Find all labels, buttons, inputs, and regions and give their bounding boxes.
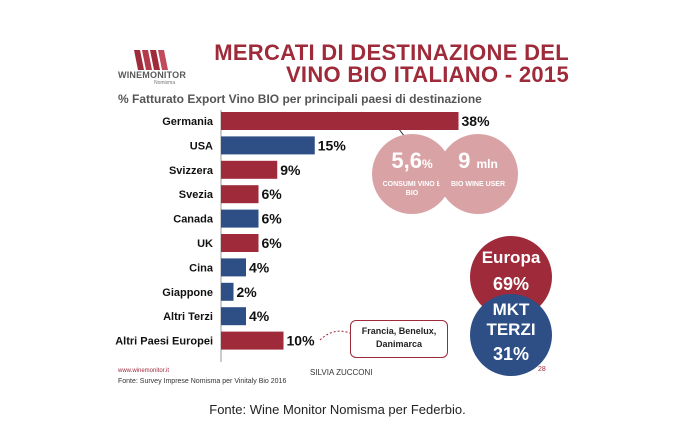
category-label: Altri Terzi <box>163 311 213 323</box>
category-label: Cina <box>189 262 214 274</box>
europa-value: 69% <box>470 274 552 295</box>
bar-8 <box>221 307 246 325</box>
bar-1 <box>221 136 315 154</box>
bar-3 <box>221 185 259 203</box>
mkt-terzi-title-line1: MKT <box>470 300 552 320</box>
mkt-terzi-value: 31% <box>470 344 552 365</box>
website-link[interactable]: www.winemonitor.it <box>118 368 169 374</box>
value-label: 6% <box>262 235 283 251</box>
mkt-terzi-share-bubble: MKT TERZI 31% <box>470 294 552 376</box>
bio-wine-user-label: BIO WINE USER <box>444 180 512 189</box>
category-label: Svezia <box>179 189 214 201</box>
bar-4 <box>221 210 259 228</box>
bio-wine-user-bubble: 9 mln BIO WINE USER <box>438 134 518 214</box>
bio-wine-user-value: 9 <box>458 148 470 173</box>
survey-source: Fonte: Survey Imprese Nomisma per Vinita… <box>118 378 286 385</box>
value-label: 6% <box>262 186 283 202</box>
value-label: 6% <box>262 211 283 227</box>
category-label: UK <box>197 238 213 250</box>
altri-paesi-callout: Francia, Benelux, Danimarca <box>350 320 448 358</box>
page-number: 28 <box>538 366 546 373</box>
value-label: 4% <box>249 308 270 324</box>
callout-connector <box>320 331 352 340</box>
value-label: 2% <box>237 284 258 300</box>
bar-5 <box>221 234 259 252</box>
category-label: Giappone <box>162 287 213 299</box>
category-label: Svizzera <box>169 165 214 177</box>
category-label: Germania <box>162 116 214 128</box>
consumi-bio-label: CONSUMI VINO È BIO <box>378 180 446 198</box>
bar-7 <box>221 283 234 301</box>
consumi-bio-unit: % <box>422 157 433 171</box>
image-caption: Fonte: Wine Monitor Nomisma per Federbio… <box>0 402 675 417</box>
europa-title: Europa <box>470 248 552 268</box>
presenter-name: SILVIA ZUCCONI <box>310 368 373 377</box>
value-label: 38% <box>462 113 491 129</box>
bar-6 <box>221 258 246 276</box>
callout-line2: Danimarca <box>351 338 447 351</box>
bio-wine-user-unit: mln <box>477 157 498 171</box>
category-label: Canada <box>173 214 214 226</box>
value-label: 10% <box>287 333 316 349</box>
bar-2 <box>221 161 277 179</box>
category-label: USA <box>190 140 213 152</box>
callout-line1: Francia, Benelux, <box>351 325 447 338</box>
bar-9 <box>221 332 284 350</box>
consumi-bio-value: 5,6 <box>391 148 422 173</box>
bar-0 <box>221 112 459 130</box>
value-label: 4% <box>249 259 270 275</box>
category-label: Altri Paesi Europei <box>115 336 213 348</box>
value-label: 9% <box>280 162 301 178</box>
value-label: 15% <box>318 137 347 153</box>
mkt-terzi-title-line2: TERZI <box>470 320 552 340</box>
